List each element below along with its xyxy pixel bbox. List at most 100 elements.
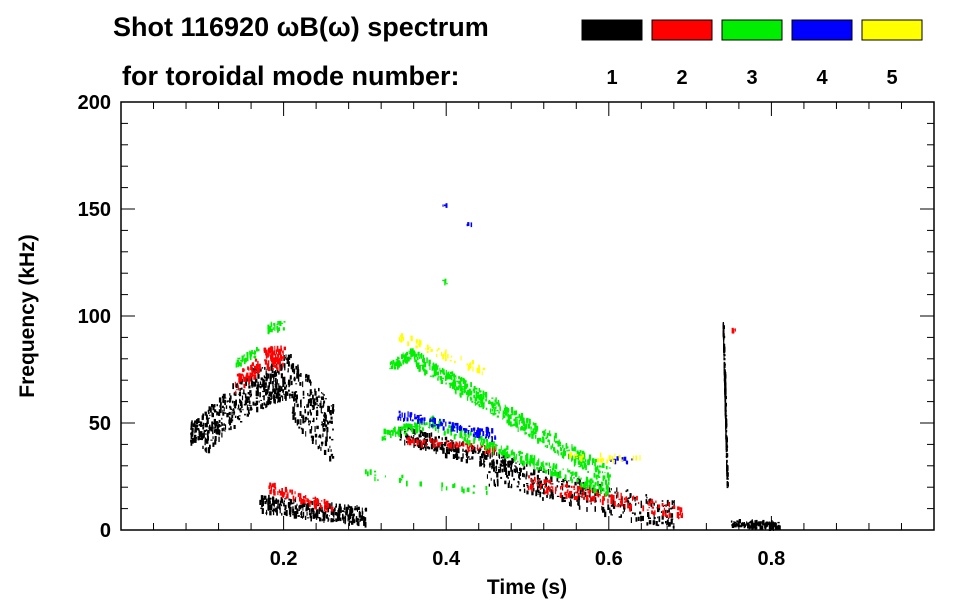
spectrum-point [515, 411, 517, 414]
spectrum-point [259, 499, 262, 505]
spectrum-point [240, 359, 242, 362]
spectrum-point [629, 505, 632, 512]
spectrum-point [518, 413, 521, 417]
spectrum-point [487, 452, 489, 457]
spectrum-point [605, 466, 608, 470]
spectrum-point [606, 490, 608, 497]
spectrum-point [278, 362, 281, 368]
spectrum-point [542, 497, 544, 501]
spectrum-point [399, 413, 401, 417]
spectrum-point [324, 398, 327, 400]
spectrum-point [297, 373, 300, 377]
spectrum-point [410, 435, 412, 439]
spectrum-point [548, 479, 551, 484]
spectrum-point [662, 510, 665, 517]
spectrum-point [765, 521, 769, 527]
spectrum-point [212, 442, 215, 447]
spectrum-point [501, 468, 504, 473]
spectrum-point [660, 511, 663, 513]
spectrum-point [494, 435, 496, 437]
spectrum-point [249, 390, 252, 394]
spectrum-point [537, 438, 540, 444]
spectrum-point [284, 504, 287, 510]
spectrum-point [564, 478, 567, 481]
spectrum-point [332, 506, 334, 509]
spectrum-point [723, 336, 725, 342]
spectrum-point [611, 456, 614, 461]
spectrum-point [616, 456, 619, 461]
spectrum-point [251, 379, 253, 385]
spectrum-point [247, 407, 249, 410]
spectrum-point [263, 376, 266, 379]
spectrum-point [582, 482, 585, 485]
spectrum-point [279, 363, 281, 365]
spectrum-point [277, 353, 279, 356]
spectrum-point [623, 504, 626, 510]
spectrum-point [569, 490, 573, 495]
spectrum-point [400, 416, 402, 421]
spectrum-point [457, 448, 460, 454]
spectrum-point [582, 483, 585, 488]
spectrum-point [446, 376, 448, 380]
spectrum-point [576, 491, 579, 494]
spectrum-point [398, 415, 401, 418]
spectrum-point [523, 473, 525, 478]
spectrum-point [725, 449, 728, 452]
spectrum-point [626, 460, 629, 465]
spectrum-point [737, 523, 740, 528]
spectrum-point [488, 444, 490, 450]
spectrum-point [738, 519, 741, 524]
spectrum-point [277, 361, 280, 364]
spectrum-point [484, 450, 486, 455]
spectrum-point [655, 500, 657, 504]
spectrum-point [597, 458, 600, 463]
spectrum-point [398, 426, 400, 431]
spectrum-point [604, 511, 607, 518]
spectrum-point [302, 495, 306, 499]
spectrum-point [598, 469, 600, 475]
spectrum-point [249, 372, 252, 379]
spectrum-point [349, 520, 352, 522]
spectrum-point [582, 461, 585, 463]
spectrum-point [390, 365, 394, 370]
spectrum-point [440, 379, 443, 384]
spectrum-point [273, 490, 276, 496]
spectrum-point [261, 495, 264, 498]
spectrum-point [594, 458, 597, 463]
spectrum-point [418, 440, 420, 442]
spectrum-point [344, 504, 346, 511]
spectrum-point [217, 413, 221, 416]
spectrum-point [525, 432, 528, 435]
spectrum-point [284, 357, 287, 359]
spectrum-point [330, 506, 334, 512]
spectrum-point [297, 367, 299, 371]
spectrum-point [222, 412, 225, 416]
spectrum-point [491, 428, 494, 434]
spectrum-point [529, 418, 531, 425]
spectrum-point [283, 511, 286, 516]
spectrum-point [291, 411, 294, 414]
spectrum-point [441, 351, 443, 357]
spectrum-point [559, 471, 561, 477]
spectrum-point [485, 485, 488, 490]
spectrum-point [528, 419, 531, 424]
spectrum-point [604, 471, 606, 473]
spectrum-point [562, 468, 564, 471]
spectrum-point [493, 479, 495, 483]
spectrum-point [626, 499, 629, 503]
spectrum-point [295, 506, 297, 509]
spectrum-point [197, 418, 200, 424]
spectrum-point [592, 484, 595, 488]
spectrum-point [448, 447, 450, 452]
spectrum-point [518, 420, 520, 425]
spectrum-point [478, 368, 481, 374]
spectrum-point [318, 395, 320, 398]
series-n=2 [234, 327, 736, 520]
spectrum-point [627, 503, 630, 509]
spectrum-point [574, 457, 577, 463]
spectrum-point [422, 354, 425, 359]
spectrum-point [205, 433, 207, 435]
spectrum-point [426, 433, 429, 438]
spectrum-point [453, 425, 456, 429]
spectrum-point [459, 381, 461, 383]
